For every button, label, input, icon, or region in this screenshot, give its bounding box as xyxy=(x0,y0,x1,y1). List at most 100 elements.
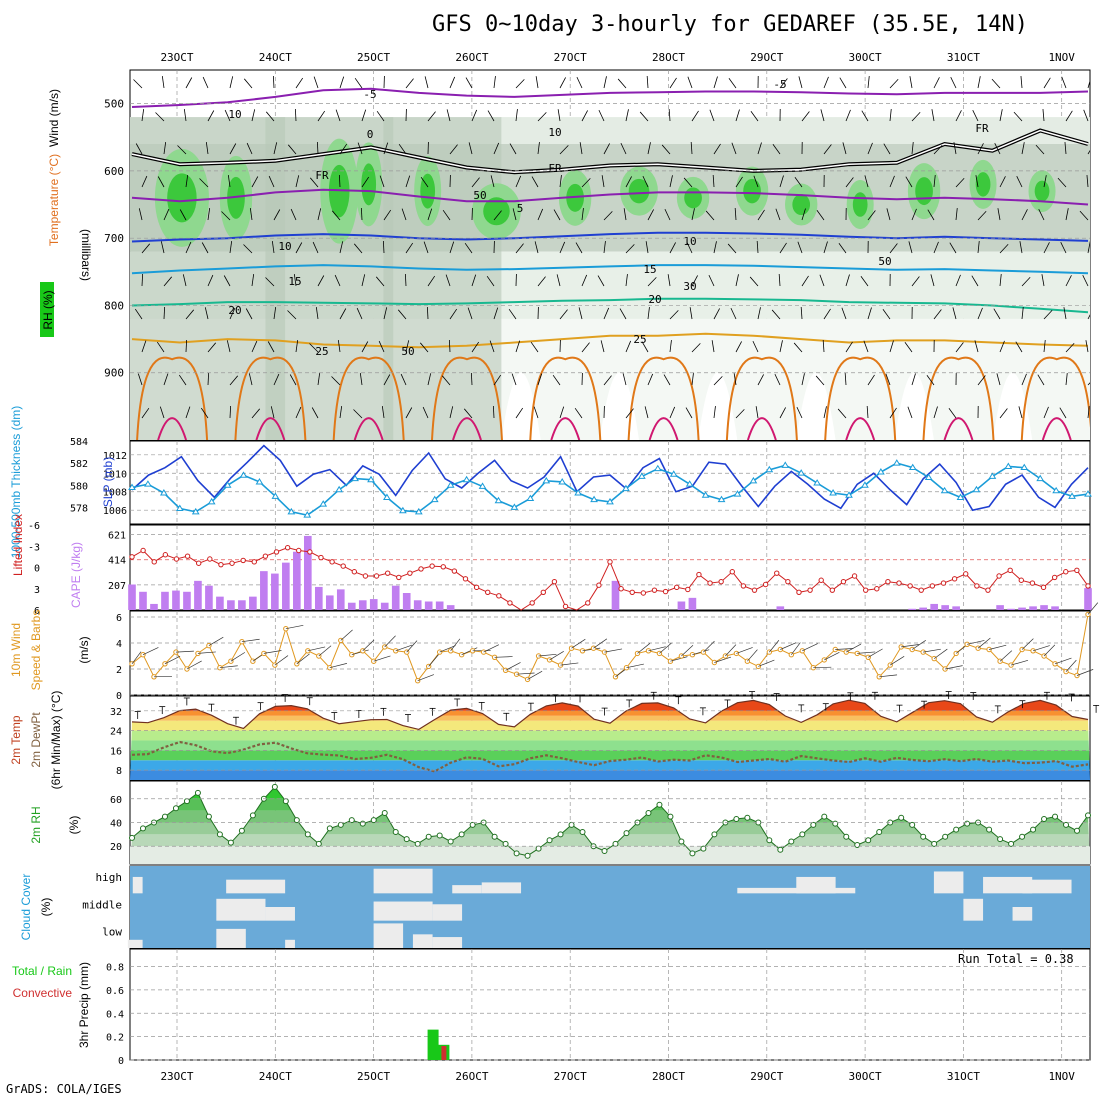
date-label-top: 25OCT xyxy=(357,51,390,64)
cape-bar xyxy=(996,605,1004,610)
lifted-index-point xyxy=(407,570,413,576)
wind-barb xyxy=(161,76,165,89)
wind-barb xyxy=(229,76,234,89)
wind-barb xyxy=(1021,209,1028,221)
temp-band xyxy=(130,740,1090,751)
wind-barb-10m xyxy=(230,652,246,662)
wind-barb xyxy=(1042,109,1045,122)
thickness-point xyxy=(765,465,774,473)
wind-barb xyxy=(911,373,916,386)
thickness-point xyxy=(733,490,742,497)
wind-barb-10m xyxy=(989,644,1007,650)
lifted-index-point xyxy=(473,584,480,591)
lifted-index-point xyxy=(1007,567,1013,574)
wind-barb xyxy=(664,208,671,221)
wind-barb xyxy=(576,76,583,89)
wind-barb xyxy=(669,310,679,320)
precip-units-label: 3hr Precip (mm) xyxy=(77,962,91,1048)
slp-tick-label: 1006 xyxy=(103,506,127,517)
rh-point xyxy=(271,783,278,790)
rh-point xyxy=(1030,826,1037,833)
wind-barb-10m xyxy=(1087,602,1099,615)
wind-barb xyxy=(772,144,781,155)
cloud-patch xyxy=(796,876,836,894)
wind-barb xyxy=(603,375,612,386)
lifted-index-point xyxy=(651,587,658,593)
wind-barb xyxy=(1021,276,1031,287)
thickness-point xyxy=(414,507,423,515)
wind-barb xyxy=(885,373,891,386)
lifted-index-point xyxy=(818,577,824,583)
lifted-index-point xyxy=(373,573,380,579)
wind-barb xyxy=(625,109,629,122)
wind-barb xyxy=(249,208,253,221)
wind-barb xyxy=(757,374,764,386)
wind-barb xyxy=(711,340,715,353)
wind-barb xyxy=(930,274,935,287)
thickness-point xyxy=(717,495,726,503)
wind-barb xyxy=(820,109,825,122)
wind-barb xyxy=(823,144,832,155)
cloud-patch xyxy=(933,871,964,894)
rh-point xyxy=(865,837,872,844)
wind-barb xyxy=(382,240,385,254)
rh-point xyxy=(700,845,707,852)
cape-bar xyxy=(194,580,202,610)
wind-barb xyxy=(160,241,165,254)
wind-barb xyxy=(1087,382,1090,386)
rh-point xyxy=(898,814,905,821)
wind-barb xyxy=(1086,175,1089,188)
speed-barbs-label: Speed & Barbs xyxy=(29,610,43,691)
lifted-index-point xyxy=(829,587,836,593)
wind-tick-label: 4 xyxy=(116,639,122,650)
wind-barb xyxy=(663,374,671,386)
lifted-index-point xyxy=(162,552,169,558)
wind-barb xyxy=(837,408,847,419)
wind-barb xyxy=(141,175,148,188)
wind-barb-10m xyxy=(208,636,224,646)
wind-speed-line xyxy=(131,614,1089,682)
wind-barb xyxy=(339,308,347,320)
rh-point xyxy=(304,831,311,838)
wind-barb xyxy=(251,408,261,419)
wind-barb xyxy=(687,76,693,89)
temp-fill xyxy=(130,700,1090,780)
thickness-point xyxy=(558,477,567,485)
wind-barb xyxy=(268,175,275,188)
rh-point xyxy=(315,840,322,847)
rh-point xyxy=(623,830,630,837)
rh-point xyxy=(678,838,685,845)
wind-barb xyxy=(889,78,899,89)
thickness-point xyxy=(574,489,583,496)
lifted-index-point xyxy=(640,590,647,596)
wind-barb xyxy=(313,76,319,89)
wind-barb xyxy=(933,144,943,155)
wind-barb xyxy=(886,208,891,221)
lifted-index-point xyxy=(1074,567,1080,574)
pressure-tick-label: 800 xyxy=(104,299,124,312)
rh-blob-core xyxy=(792,194,811,216)
wind-barb xyxy=(1087,150,1090,155)
rh-blob-core xyxy=(852,192,868,217)
date-label-bottom: 27OCT xyxy=(554,1070,587,1083)
wind-barb xyxy=(243,78,253,89)
wind-barb xyxy=(1065,110,1073,122)
cape-bar xyxy=(402,593,411,610)
wind-barb-10m xyxy=(670,656,688,662)
wind-barb xyxy=(1065,208,1069,221)
wind-barb xyxy=(977,241,980,254)
wind-barb xyxy=(493,210,502,221)
precip-bar-total xyxy=(427,1029,439,1060)
wind-barb xyxy=(686,241,693,254)
lifted-index-point xyxy=(540,589,547,595)
rh-tick-label: 40 xyxy=(110,819,122,830)
wind-barb xyxy=(1064,142,1067,155)
wind-barb xyxy=(977,143,984,155)
wind-barb xyxy=(204,307,209,320)
wind-barb xyxy=(574,407,583,419)
wind-barb xyxy=(470,372,473,386)
wind-barb xyxy=(667,274,671,287)
rh-point xyxy=(326,825,333,832)
temp-band xyxy=(130,710,1090,716)
wind-barb xyxy=(801,208,806,221)
